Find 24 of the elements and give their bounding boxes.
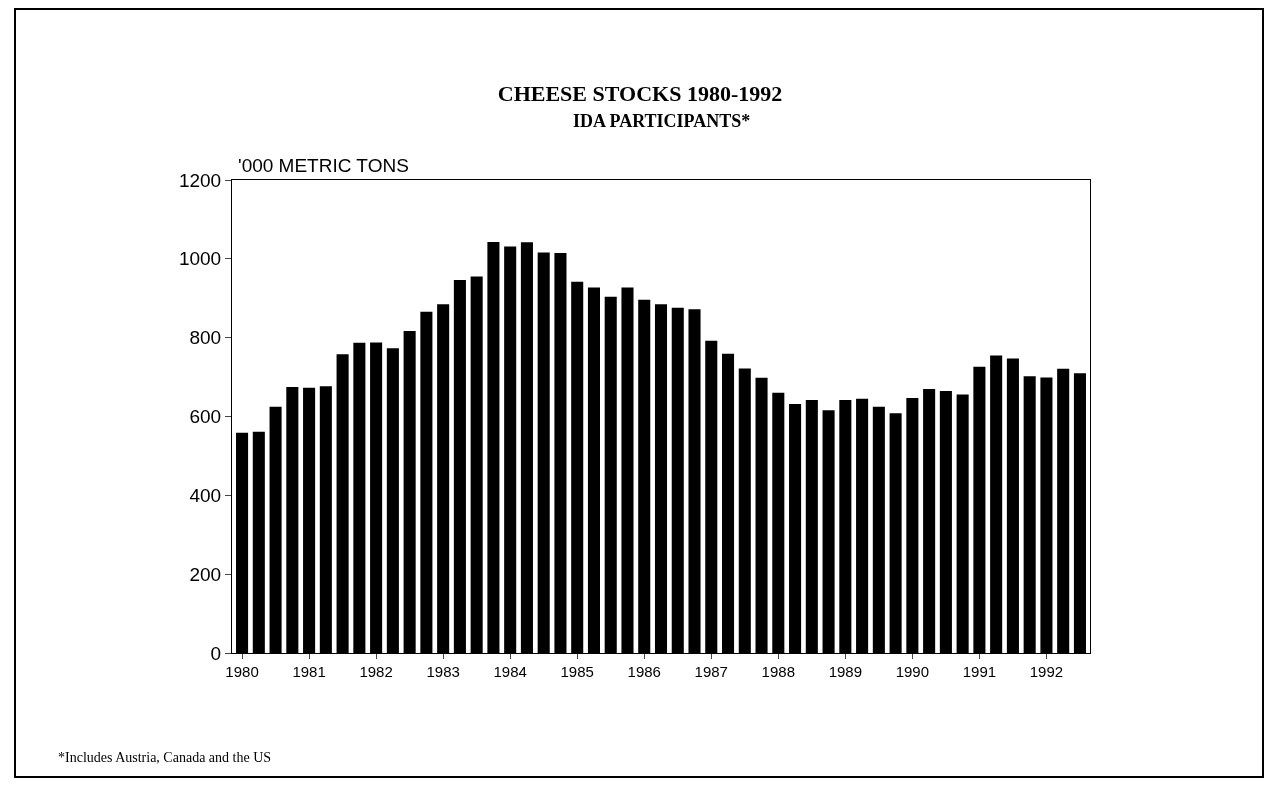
x-tick-label: 1988: [761, 663, 795, 680]
text: *Includes Austria, Canada and the US: [58, 750, 272, 765]
y-tick-label: 1200: [178, 169, 222, 191]
y-tick-label: 1000: [178, 248, 222, 270]
y-tick-label: 0: [210, 642, 222, 664]
x-tick-label: 1987: [694, 663, 728, 680]
chart-subtitle: IDA PARTICIPANTS*: [573, 111, 751, 131]
x-tick-label: 1984: [493, 663, 527, 680]
x-tick-label: 1986: [627, 663, 661, 680]
x-tick-label: 1991: [962, 663, 997, 680]
x-tick-label: 1981: [292, 663, 326, 680]
y-tick-label: 800: [189, 327, 222, 349]
x-tick-label: 1990: [895, 663, 930, 680]
x-tick-label: 1983: [426, 663, 460, 680]
y-tick-label: 400: [189, 484, 222, 506]
y-axis-title: '000 METRIC TONS: [238, 155, 409, 176]
x-tick-label: 1992: [1029, 663, 1064, 680]
x-tick-label: 1985: [560, 663, 594, 680]
x-tick-label: 1989: [828, 663, 863, 680]
chart-title: CHEESE STOCKS 1980-1992: [497, 80, 783, 106]
x-tick-label: 1982: [359, 663, 393, 680]
y-tick-label: 600: [189, 406, 222, 428]
x-tick-label: 1980: [225, 663, 259, 680]
y-tick-label: 200: [189, 563, 222, 585]
